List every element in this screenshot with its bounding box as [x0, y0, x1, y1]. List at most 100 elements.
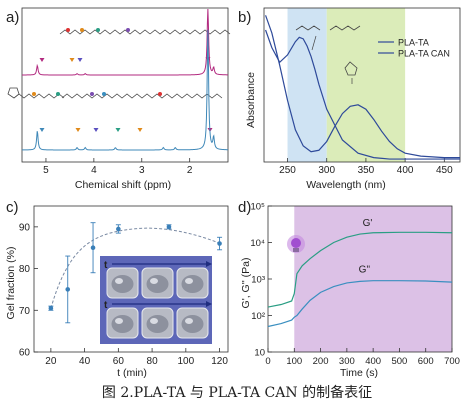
modulus-series-1 [267, 280, 453, 328]
atom-marker [66, 28, 70, 32]
panel-label-d: d) [238, 199, 251, 216]
panel-label-b: b) [238, 9, 251, 26]
gel-highlight [185, 278, 193, 284]
y-tick-label-d: 10² [251, 311, 265, 322]
chemical-structure-drawings [7, 28, 231, 132]
gel-highlight [150, 278, 158, 284]
x-tick-label-d: 0 [265, 356, 270, 367]
x-tick-label-c: 80 [147, 356, 159, 367]
molecule-backbone [59, 29, 151, 35]
x-tick-label-a: 5 [43, 165, 49, 176]
peak-marker [39, 58, 45, 62]
figure-canvas: a) b) c) d) 5 4 3 2 Chemical shift (ppm) 25… [5, 7, 461, 379]
y-tick-label-d: 10⁵ [250, 202, 265, 213]
x-tick-label-d: 400 [365, 356, 381, 367]
x-tick-label-d: 600 [418, 356, 434, 367]
plot-frame-c [33, 205, 229, 353]
molecule-backbone [149, 29, 231, 35]
series-label-storage-modulus: G' [363, 218, 373, 229]
data-point [166, 224, 172, 230]
x-axis-label-a: Chemical shift (ppm) [75, 179, 171, 191]
peak-marker [75, 128, 81, 132]
y-tick-label-c: 90 [19, 222, 31, 233]
uv-series-0 [265, 29, 460, 160]
peak-marker [69, 58, 75, 62]
x-tick-label-c: 60 [113, 356, 125, 367]
legend-label-b: PLA-TA [398, 38, 429, 48]
panel-a-nmr: 5 4 3 2 Chemical shift (ppm) [7, 7, 231, 191]
nmr-spectrum-1 [21, 29, 229, 151]
x-tick-label-b: 400 [397, 165, 414, 176]
gel-sample [111, 315, 134, 333]
nmr-spectra-plot: 5 4 3 2 [21, 7, 229, 176]
y-tick-label-d: 10 [254, 348, 265, 359]
panel-label-c: c) [6, 199, 19, 216]
gel-sample [111, 275, 134, 293]
figure-caption: 图 2.PLA-TA 与 PLA-TA CAN 的制备表征 [101, 385, 373, 401]
x-tick-label-b: 300 [318, 165, 335, 176]
x-tick-label-c: 20 [45, 356, 57, 367]
x-tick-label-a: 4 [91, 165, 97, 176]
uv-series-1 [265, 15, 460, 159]
x-tick-label-c: 100 [177, 356, 194, 367]
y-axis-label-d: G', G'' (Pa) [240, 258, 252, 309]
time-arrow-head [206, 261, 212, 267]
y-axis-label-b: Absorbance [245, 72, 257, 128]
disulfide-chain-drawing [295, 25, 361, 31]
peak-marker [77, 58, 83, 62]
x-axis-label-d: Time (s) [340, 367, 378, 379]
uv-exposure-band [294, 206, 452, 352]
y-tick-label-c: 70 [19, 306, 31, 317]
peak-marker [137, 128, 143, 132]
x-tick-label-d: 300 [339, 356, 355, 367]
gel-fraction-plot: 20 40 60 80 100 120 60 70 80 90 t t [19, 205, 229, 367]
nmr-spectrum-0 [22, 8, 229, 76]
plot-frame-a [21, 7, 229, 163]
atom-marker [158, 92, 162, 96]
y-axis-label-c: Gel fraction (%) [5, 247, 17, 320]
x-tick-label-d: 500 [391, 356, 407, 367]
peak-marker [115, 128, 121, 132]
dithiolane-ring [7, 87, 20, 99]
data-point [116, 226, 121, 232]
x-tick-label-b: 450 [436, 165, 453, 176]
atom-marker [126, 28, 130, 32]
atom-marker [96, 28, 100, 32]
x-axis-label-b: Wavelength (nm) [306, 179, 386, 191]
inset-time-label: t [104, 300, 108, 311]
x-tick-label-c: 120 [211, 356, 228, 367]
peak-marker [39, 128, 45, 132]
dithiolane-ring [344, 61, 358, 76]
x-tick-label-c: 40 [79, 356, 91, 367]
atom-marker [102, 92, 106, 96]
peak-marker [93, 128, 99, 132]
gel-sample [146, 275, 169, 293]
molecule-backbone [61, 93, 193, 99]
lightbulb-base-icon [293, 248, 299, 252]
panel-label-a: a) [6, 9, 19, 26]
trend-line [50, 227, 220, 309]
y-tick-label-d: 10⁴ [250, 238, 265, 249]
legend-label-b: PLA-TA CAN [398, 49, 450, 59]
atom-marker [80, 28, 84, 32]
atom-marker [56, 92, 60, 96]
data-point [90, 245, 96, 251]
lightbulb-icon [291, 238, 301, 248]
gel-sample [146, 315, 169, 333]
x-tick-label-a: 2 [187, 165, 193, 176]
x-tick-label-d: 200 [313, 356, 329, 367]
panel-c-gel-fraction: 20 40 60 80 100 120 60 70 80 90 t t t (min) Gel fra… [5, 205, 229, 379]
gel-highlight [115, 278, 123, 284]
x-axis-label-c: t (min) [117, 367, 147, 379]
x-tick-label-a: 3 [139, 165, 145, 176]
data-point [217, 241, 222, 246]
inset-time-label: t [104, 260, 108, 271]
x-tick-label-d: 700 [444, 356, 460, 367]
data-point [48, 305, 54, 311]
gel-highlight [115, 318, 123, 324]
atom-marker [90, 92, 94, 96]
y-tick-label-d: 10³ [251, 275, 265, 286]
